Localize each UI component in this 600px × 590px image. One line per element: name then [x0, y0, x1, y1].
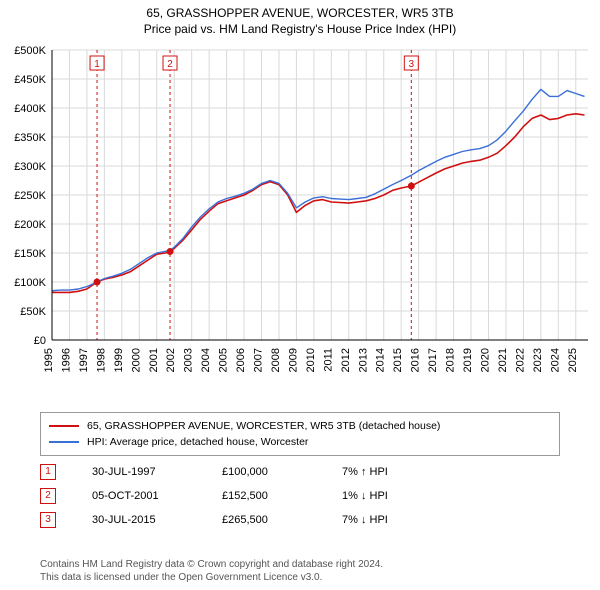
price-chart: £0 £50K £100K £150K £200K £250K £300K £350K £400…	[0, 40, 600, 405]
svg-text:2005: 2005	[218, 348, 230, 372]
sale-date: 30-JUL-2015	[92, 514, 222, 526]
sale-marker: 3	[40, 512, 56, 528]
svg-text:2003: 2003	[183, 348, 195, 372]
svg-text:2021: 2021	[497, 348, 509, 372]
sale-marker: 2	[40, 488, 56, 504]
sale-date: 05-OCT-2001	[92, 490, 222, 502]
svg-text:2015: 2015	[392, 348, 404, 372]
svg-text:2025: 2025	[567, 348, 579, 372]
svg-text:2014: 2014	[375, 348, 387, 372]
svg-text:2020: 2020	[479, 348, 491, 372]
svg-text:£200K: £200K	[14, 219, 46, 231]
svg-text:2: 2	[167, 59, 173, 70]
svg-text:£150K: £150K	[14, 248, 46, 260]
sale-diff: 7% ↓ HPI	[342, 514, 462, 526]
sale-diff: 1% ↓ HPI	[342, 490, 462, 502]
svg-text:1996: 1996	[60, 348, 72, 372]
svg-text:1995: 1995	[43, 348, 55, 372]
svg-text:2009: 2009	[287, 348, 299, 372]
svg-text:£300K: £300K	[14, 161, 46, 173]
page: 65, GRASSHOPPER AVENUE, WORCESTER, WR5 3…	[0, 0, 600, 590]
svg-text:2011: 2011	[322, 348, 334, 372]
sale-date: 30-JUL-1997	[92, 466, 222, 478]
sale-row: 2 05-OCT-2001£152,5001% ↓ HPI	[40, 484, 560, 508]
footer-line2: This data is licensed under the Open Gov…	[40, 571, 383, 584]
sale-row: 1 30-JUL-1997£100,0007% ↑ HPI	[40, 460, 560, 484]
svg-text:2010: 2010	[305, 348, 317, 372]
svg-text:£100K: £100K	[14, 277, 46, 289]
sale-price: £152,500	[222, 490, 342, 502]
legend-item: HPI: Average price, detached house, Worc…	[49, 434, 551, 450]
svg-text:3: 3	[409, 59, 415, 70]
footer-attribution: Contains HM Land Registry data © Crown c…	[40, 558, 383, 584]
sales-table: 1 30-JUL-1997£100,0007% ↑ HPI 2 05-OCT-2001…	[40, 460, 560, 532]
svg-text:2004: 2004	[200, 348, 212, 372]
svg-text:2017: 2017	[427, 348, 439, 372]
svg-text:2008: 2008	[270, 348, 282, 372]
svg-text:£450K: £450K	[14, 74, 46, 86]
legend-label: HPI: Average price, detached house, Worc…	[87, 436, 308, 448]
svg-text:1997: 1997	[78, 348, 90, 372]
footer-line1: Contains HM Land Registry data © Crown c…	[40, 558, 383, 571]
svg-text:2000: 2000	[130, 348, 142, 372]
sale-diff: 7% ↑ HPI	[342, 466, 462, 478]
svg-text:£0: £0	[34, 335, 46, 347]
svg-text:£350K: £350K	[14, 132, 46, 144]
svg-text:£500K: £500K	[14, 45, 46, 57]
svg-text:2002: 2002	[165, 348, 177, 372]
legend: 65, GRASSHOPPER AVENUE, WORCESTER, WR5 3…	[40, 412, 560, 456]
svg-text:2001: 2001	[148, 348, 160, 372]
svg-text:2024: 2024	[549, 348, 561, 372]
legend-item: 65, GRASSHOPPER AVENUE, WORCESTER, WR5 3…	[49, 418, 551, 434]
svg-text:2023: 2023	[532, 348, 544, 372]
sale-price: £265,500	[222, 514, 342, 526]
svg-text:£400K: £400K	[14, 103, 46, 115]
sale-row: 3 30-JUL-2015£265,5007% ↓ HPI	[40, 508, 560, 532]
svg-text:2006: 2006	[235, 348, 247, 372]
svg-text:1: 1	[94, 59, 100, 70]
svg-text:1999: 1999	[113, 348, 125, 372]
page-subtitle: Price paid vs. HM Land Registry's House …	[0, 22, 600, 40]
page-title: 65, GRASSHOPPER AVENUE, WORCESTER, WR5 3…	[0, 0, 600, 22]
sale-price: £100,000	[222, 466, 342, 478]
svg-text:£250K: £250K	[14, 190, 46, 202]
svg-text:2013: 2013	[357, 348, 369, 372]
sale-marker: 1	[40, 464, 56, 480]
svg-text:1998: 1998	[95, 348, 107, 372]
svg-text:2019: 2019	[462, 348, 474, 372]
legend-swatch	[49, 425, 79, 427]
legend-swatch	[49, 441, 79, 443]
svg-text:2022: 2022	[514, 348, 526, 372]
svg-text:2007: 2007	[253, 348, 265, 372]
svg-text:2012: 2012	[340, 348, 352, 372]
svg-text:2018: 2018	[445, 348, 457, 372]
svg-text:£50K: £50K	[20, 306, 46, 318]
svg-text:2016: 2016	[410, 348, 422, 372]
legend-label: 65, GRASSHOPPER AVENUE, WORCESTER, WR5 3…	[87, 420, 440, 432]
